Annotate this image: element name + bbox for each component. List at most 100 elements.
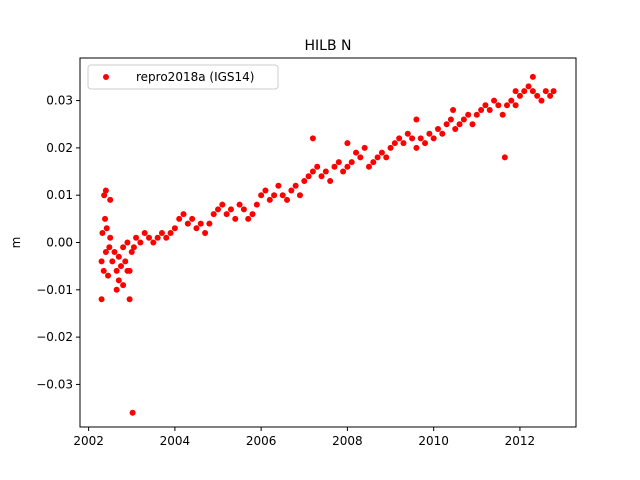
data-point (426, 130, 433, 137)
data-point (340, 168, 347, 175)
data-point (284, 196, 291, 203)
data-point (105, 272, 112, 279)
data-point (348, 159, 355, 166)
data-point (193, 225, 200, 232)
data-point (460, 116, 467, 123)
data-point (120, 244, 127, 251)
data-point (529, 73, 536, 80)
data-point (478, 107, 485, 114)
data-point (391, 140, 398, 147)
legend-box (87, 64, 279, 90)
data-point (314, 163, 321, 170)
data-point (109, 258, 116, 265)
data-point (447, 116, 454, 123)
data-point (128, 248, 135, 255)
data-point (482, 102, 489, 109)
data-point (491, 97, 498, 104)
y-tick-label: 0.03 (46, 94, 73, 108)
data-point (126, 296, 133, 303)
data-point (353, 149, 360, 156)
data-point (202, 230, 209, 237)
legend-label: repro2018a (IGS14) (136, 70, 254, 84)
data-point (98, 258, 105, 265)
data-point (547, 92, 554, 99)
data-point (275, 182, 282, 189)
data-point (550, 88, 557, 95)
data-point (361, 144, 368, 151)
data-point (413, 116, 420, 123)
data-point (501, 154, 508, 161)
data-point (452, 125, 459, 132)
data-point (258, 192, 265, 199)
data-point (130, 244, 137, 251)
data-point (473, 111, 480, 118)
data-point (430, 135, 437, 142)
data-point (357, 154, 364, 161)
data-point (106, 244, 113, 251)
data-point (102, 215, 109, 222)
data-point (279, 192, 286, 199)
data-point (486, 107, 493, 114)
data-point (529, 88, 536, 95)
data-point (503, 102, 510, 109)
data-point (100, 267, 107, 274)
data-point (378, 149, 385, 156)
data-point (103, 225, 110, 232)
data-point (409, 135, 416, 142)
x-tick-label: 2012 (505, 434, 536, 448)
data-point (288, 187, 295, 194)
x-tick-label: 2010 (418, 434, 449, 448)
data-point (305, 173, 312, 180)
plot-frame (79, 57, 577, 428)
data-point (232, 215, 239, 222)
data-point (465, 111, 472, 118)
data-point (443, 121, 450, 128)
data-point (521, 88, 528, 95)
data-point (206, 220, 213, 227)
data-point (266, 196, 273, 203)
data-point (253, 201, 260, 208)
x-tick-label: 2004 (160, 434, 191, 448)
data-point (154, 234, 161, 241)
x-tick-label: 2008 (332, 434, 363, 448)
data-point (219, 201, 226, 208)
data-point (512, 102, 519, 109)
data-point (115, 277, 122, 284)
data-point (124, 267, 131, 274)
data-point (245, 215, 252, 222)
data-point (262, 187, 269, 194)
data-point (129, 409, 136, 416)
data-point (370, 159, 377, 166)
y-tick-label: 0.00 (46, 236, 73, 250)
data-point (422, 140, 429, 147)
data-point (240, 206, 247, 213)
data-point (450, 107, 457, 114)
data-point (189, 215, 196, 222)
data-point (309, 168, 316, 175)
data-point (197, 220, 204, 227)
data-point (124, 239, 131, 246)
y-tick-label: −0.01 (36, 283, 73, 297)
data-point (301, 178, 308, 184)
data-point (107, 234, 114, 241)
data-point (542, 88, 549, 95)
data-point (344, 140, 351, 147)
data-point (111, 248, 118, 255)
data-point (137, 239, 144, 246)
data-point (469, 121, 476, 128)
data-point (107, 196, 114, 203)
data-point (120, 282, 127, 289)
y-tick-label: −0.02 (36, 330, 73, 344)
data-point (171, 225, 178, 232)
data-point (117, 263, 124, 270)
data-point (158, 230, 165, 237)
data-point (98, 296, 105, 303)
data-point (99, 230, 106, 237)
data-point (318, 173, 325, 180)
data-point (180, 211, 187, 218)
data-point (404, 130, 411, 137)
data-point (534, 92, 541, 99)
data-point (249, 211, 256, 218)
data-point (512, 88, 519, 95)
data-point (296, 192, 303, 199)
